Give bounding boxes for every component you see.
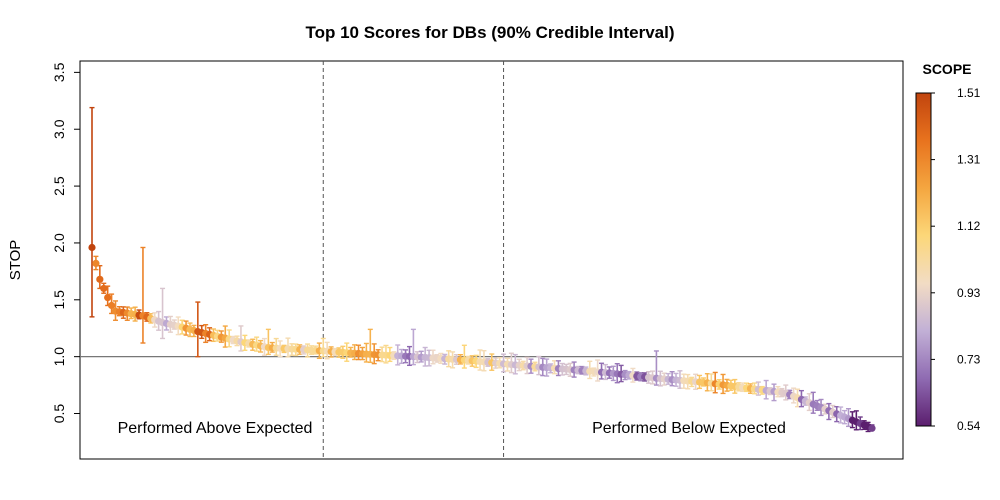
divider-lines	[322, 61, 505, 459]
color-scale-bar	[915, 92, 932, 427]
y-tick-label: 3.5	[51, 62, 67, 82]
y-tick-label: 2.5	[51, 176, 67, 196]
legend-tick-label: 1.51	[957, 86, 981, 100]
legend-tick-label: 1.31	[957, 153, 981, 167]
legend-tick-label: 0.54	[957, 419, 981, 433]
data-point	[92, 259, 100, 268]
legend-tick-label: 1.12	[957, 219, 981, 233]
legend-tick-label: 0.73	[957, 352, 981, 366]
data-points	[88, 243, 876, 432]
y-tick-label: 3.0	[51, 119, 67, 139]
data-point	[104, 293, 112, 302]
plot-frame	[79, 60, 904, 460]
y-tick-label: 0.5	[51, 404, 67, 424]
legend-tick-label: 0.93	[957, 286, 981, 300]
y-axis: 0.5 1.0 1.5 2.0 2.5 3.0 3.5	[51, 62, 80, 423]
y-tick-label: 2.0	[51, 233, 67, 253]
annotation-right: Performed Below Expected	[592, 420, 786, 437]
data-point	[96, 275, 104, 283]
data-point	[100, 284, 108, 293]
data-point	[868, 424, 876, 432]
y-axis-label: STOP	[7, 240, 24, 281]
chart-title: Top 10 Scores for DBs (90% Credible Inte…	[305, 23, 674, 42]
error-bars	[89, 106, 875, 433]
data-point	[107, 301, 116, 310]
legend-ticks: 1.51 1.31 1.12 0.93 0.73 0.54	[931, 86, 981, 433]
annotation-left: Performed Above Expected	[118, 420, 313, 437]
data-point	[88, 243, 96, 252]
y-tick-label: 1.5	[51, 290, 67, 310]
y-tick-label: 1.0	[51, 347, 67, 367]
legend-title: SCOPE	[922, 61, 971, 77]
